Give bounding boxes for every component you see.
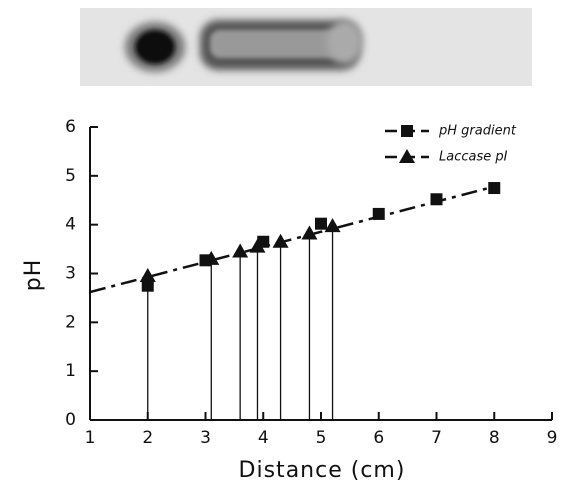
square-marker [488,182,501,195]
gel-image [80,8,532,86]
y-axis-title: pH [21,259,46,292]
square-marker [430,193,443,206]
triangle-marker [232,243,249,258]
triangle-marker [203,250,220,265]
square-marker [372,207,385,220]
x-tick-label: 3 [200,428,211,448]
square-marker [315,217,327,230]
y-tick-label: 4 [65,215,76,235]
y-tick-label: 2 [65,312,76,332]
y-tick-label: 5 [65,166,76,186]
triangle-marker [249,238,266,253]
x-tick-label: 4 [258,428,269,448]
x-tick-label: 8 [489,428,500,448]
triangle-marker [324,218,341,233]
x-tick-label: 9 [547,428,558,448]
x-tick-label: 1 [85,428,96,448]
legend-label: pH gradient [438,124,517,139]
fit-line [89,185,495,294]
x-axis-title: Distance (cm) [239,458,406,483]
y-tick-label: 1 [65,361,76,381]
y-tick-label: 6 [65,117,76,137]
legend-marker [401,125,413,137]
x-tick-label: 7 [431,428,442,448]
x-tick-label: 2 [142,428,153,448]
legend-label: Laccase pI [439,150,508,165]
y-tick-label: 0 [65,410,76,430]
x-tick-label: 5 [316,428,327,448]
triangle-marker [301,225,318,240]
legend-marker [399,149,415,163]
triangle-marker [139,267,156,282]
y-tick-label: 3 [65,264,76,284]
x-tick-label: 6 [373,428,384,448]
triangle-marker [272,233,289,248]
